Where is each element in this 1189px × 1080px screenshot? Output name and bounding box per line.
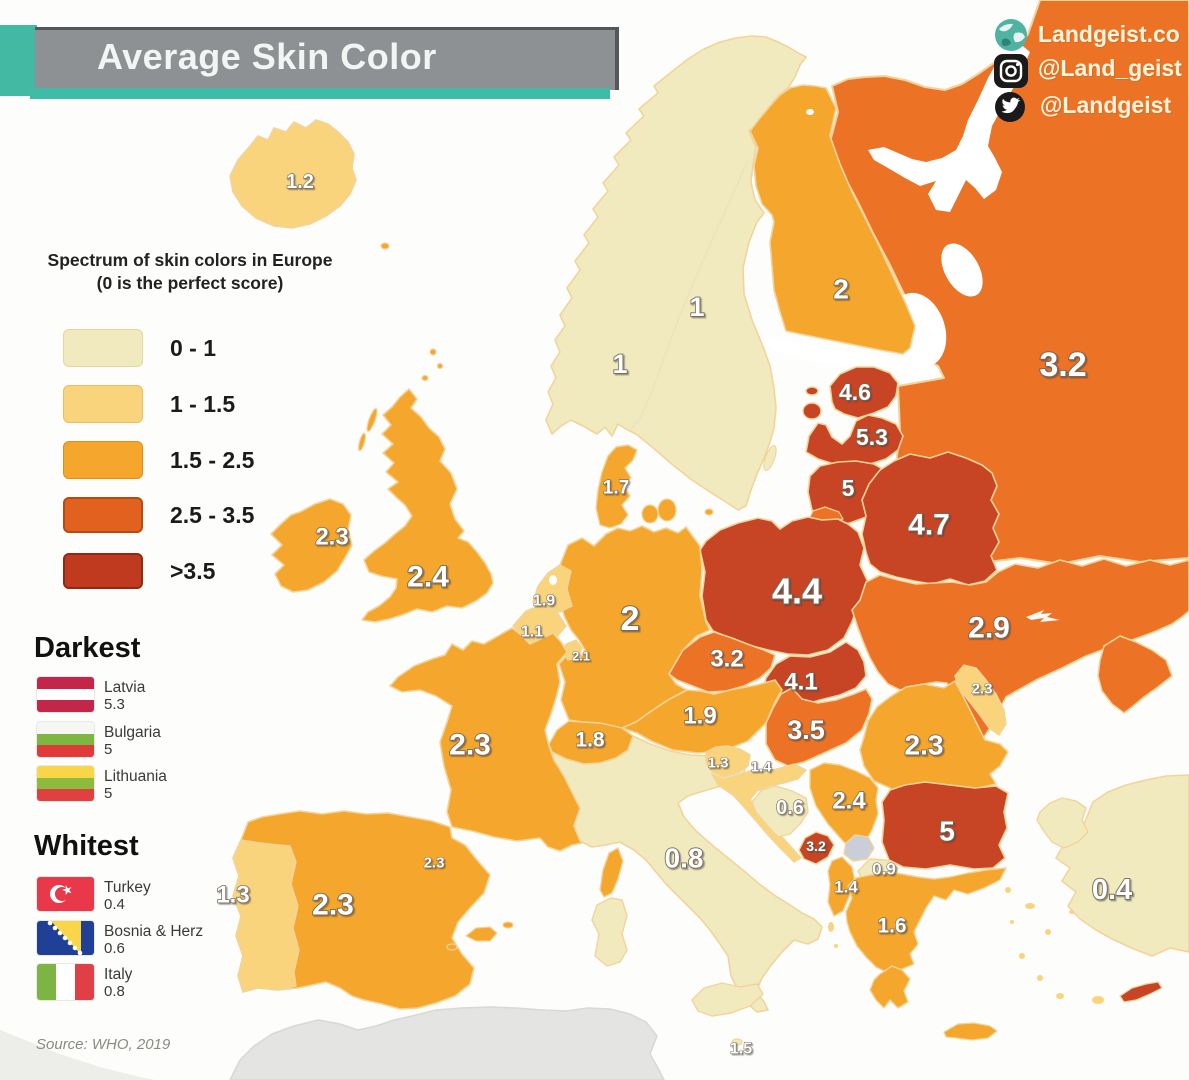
svg-text:2: 2 — [833, 274, 849, 305]
svg-text:0.9: 0.9 — [872, 860, 896, 879]
svg-text:1.9: 1.9 — [533, 593, 555, 610]
svg-text:1.3: 1.3 — [708, 755, 729, 772]
svg-text:0.4: 0.4 — [1092, 874, 1132, 906]
svg-text:1.2: 1.2 — [286, 171, 314, 193]
svg-text:2.3: 2.3 — [972, 681, 993, 698]
svg-text:2.3: 2.3 — [312, 889, 354, 922]
svg-text:3.2: 3.2 — [806, 838, 826, 854]
svg-text:2.3: 2.3 — [424, 855, 445, 872]
svg-text:1.9: 1.9 — [683, 703, 716, 730]
svg-text:2.1: 2.1 — [572, 649, 590, 664]
svg-text:3.2: 3.2 — [710, 646, 743, 673]
svg-text:0.6: 0.6 — [776, 797, 804, 819]
svg-text:1.4: 1.4 — [834, 878, 858, 897]
svg-text:4.6: 4.6 — [839, 379, 871, 405]
svg-text:5: 5 — [842, 475, 855, 501]
svg-text:3.2: 3.2 — [1039, 346, 1086, 384]
svg-text:2.4: 2.4 — [407, 561, 449, 594]
svg-text:2.3: 2.3 — [905, 730, 944, 761]
svg-text:2.4: 2.4 — [832, 788, 866, 815]
svg-text:1.4: 1.4 — [751, 759, 773, 776]
svg-text:3.5: 3.5 — [787, 715, 825, 745]
svg-text:2: 2 — [621, 600, 640, 638]
svg-text:1.7: 1.7 — [603, 478, 629, 499]
svg-text:4.1: 4.1 — [784, 669, 817, 696]
svg-text:5: 5 — [939, 816, 955, 847]
svg-text:4.7: 4.7 — [908, 509, 950, 542]
svg-text:2.3: 2.3 — [449, 729, 491, 762]
svg-text:2.9: 2.9 — [968, 612, 1010, 645]
svg-text:1: 1 — [689, 292, 704, 322]
svg-text:5.3: 5.3 — [856, 424, 888, 450]
svg-text:1.6: 1.6 — [877, 915, 906, 938]
svg-text:0.8: 0.8 — [665, 843, 704, 874]
svg-text:2.3: 2.3 — [315, 524, 348, 551]
svg-text:4.4: 4.4 — [772, 571, 822, 612]
svg-text:1.5: 1.5 — [730, 1041, 752, 1058]
svg-text:1: 1 — [612, 349, 627, 379]
svg-text:1.8: 1.8 — [575, 729, 605, 752]
svg-text:1.3: 1.3 — [216, 882, 249, 909]
svg-text:1.1: 1.1 — [521, 624, 543, 641]
